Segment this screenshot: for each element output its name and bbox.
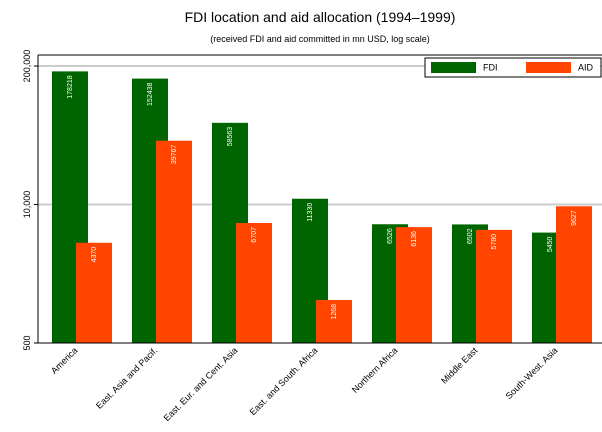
value-label: 11330 — [307, 203, 314, 222]
bar — [156, 140, 192, 343]
value-label: 4370 — [91, 247, 98, 263]
bar — [236, 222, 272, 343]
legend-label: AID — [578, 62, 594, 72]
x-tick-label: Northern Africa — [350, 345, 400, 395]
x-tick-label: East. Eur. and Cent. Asia — [162, 345, 240, 423]
chart-title: FDI location and aid allocation (1994–19… — [185, 9, 456, 25]
y-tick-label: 200,000 — [22, 50, 32, 83]
value-label: 1268 — [331, 304, 338, 320]
legend-swatch — [526, 62, 571, 73]
value-label: 152438 — [147, 82, 154, 105]
y-tick-label: 500 — [22, 335, 32, 350]
bar — [316, 299, 352, 343]
value-label: 6136 — [411, 231, 418, 247]
value-label: 6502 — [467, 228, 474, 244]
value-label: 58563 — [227, 127, 234, 147]
bar — [556, 206, 592, 343]
value-label: 39767 — [171, 145, 178, 165]
x-tick-label: East. Asia and Pacif. — [94, 345, 159, 410]
x-tick-label: South-West. Asia — [504, 345, 560, 401]
value-label: 5780 — [491, 234, 498, 250]
value-label: 9627 — [571, 210, 578, 226]
bar — [76, 242, 112, 343]
bar — [476, 229, 512, 343]
value-label: 6526 — [387, 228, 394, 244]
legend-swatch — [431, 62, 476, 73]
x-tick-label: Middle East — [439, 345, 480, 386]
value-label: 6707 — [251, 227, 258, 243]
chart-subtitle: (received FDI and aid committed in mn US… — [210, 34, 430, 44]
legend-label: FDI — [483, 62, 498, 72]
bar — [396, 227, 432, 343]
value-label: 5450 — [547, 236, 554, 252]
value-label: 178218 — [67, 75, 74, 98]
x-tick-label: America — [49, 345, 79, 375]
y-tick-label: 10,000 — [22, 191, 32, 219]
x-tick-label: East. and South. Africa — [248, 345, 320, 417]
